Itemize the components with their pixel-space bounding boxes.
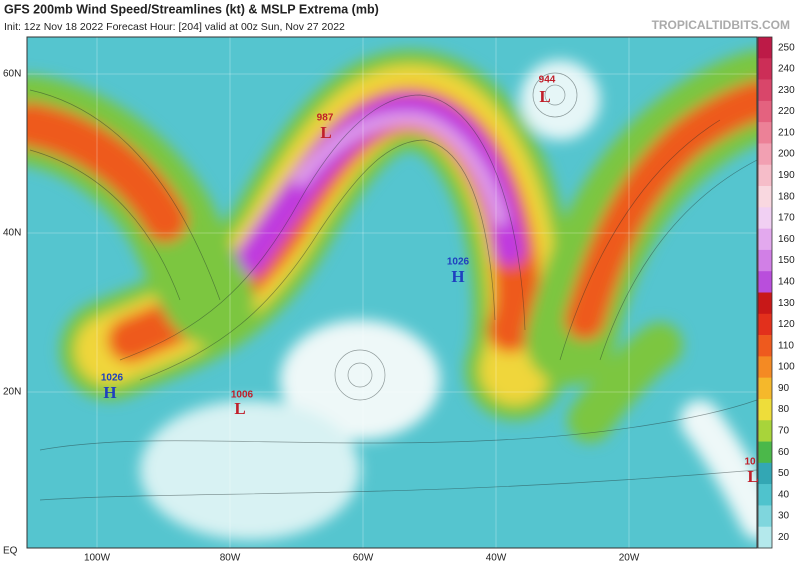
longitude-label: 40W	[486, 553, 507, 564]
graticule	[27, 37, 757, 548]
colorbar-cell	[758, 37, 772, 59]
colorbar-label: 230	[778, 85, 795, 96]
colorbar-cell	[758, 143, 772, 166]
colorbar-label: 50	[778, 468, 790, 479]
map	[27, 37, 757, 548]
title: GFS 200mb Wind Speed/Streamlines (kt) & …	[4, 2, 379, 16]
pressure-value: 1026	[447, 257, 470, 268]
colorbar-cell	[758, 462, 772, 485]
colorbar-label: 160	[778, 234, 795, 245]
latitude-label: EQ	[3, 546, 18, 557]
colorbar-label: 180	[778, 191, 795, 202]
colorbar-cell	[758, 526, 772, 549]
colorbar-label: 220	[778, 106, 795, 117]
colorbar-cell	[758, 79, 772, 102]
colorbar-cell	[758, 356, 772, 378]
pressure-letter: L	[747, 467, 758, 486]
colorbar-cell	[758, 249, 772, 272]
colorbar-cell	[758, 484, 772, 506]
longitude-label: 60W	[353, 553, 374, 564]
colorbar-cell	[758, 58, 772, 80]
colorbar-label: 70	[778, 426, 790, 437]
colorbar-label: 170	[778, 213, 795, 224]
pressure-letter: H	[451, 267, 464, 286]
init-line: Init: 12z Nov 18 2022 Forecast Hour: [20…	[4, 21, 345, 33]
colorbar-label: 60	[778, 447, 790, 458]
latitude-label: 40N	[3, 228, 21, 239]
latitude-label: 60N	[3, 69, 21, 80]
colorbar-cell	[758, 292, 772, 315]
colorbar-cell	[758, 398, 772, 421]
wind-field	[27, 49, 757, 540]
pressure-value: 10	[744, 457, 756, 468]
colorbar-cell	[758, 186, 772, 208]
colorbar-cell	[758, 377, 772, 400]
pressure-value: 1026	[101, 373, 124, 384]
pressure-letter: L	[539, 87, 550, 106]
colorbar-cell	[758, 441, 772, 464]
colorbar-label: 240	[778, 64, 795, 75]
colorbar-cell	[758, 420, 772, 442]
colorbar-label: 40	[778, 489, 790, 500]
colorbar-frame	[757, 36, 773, 549]
colorbar-label: 200	[778, 149, 795, 160]
pressure-value: 987	[317, 113, 334, 124]
longitude-label: 100W	[84, 553, 111, 564]
colorbar-cell	[758, 271, 772, 293]
colorbar-label: 90	[778, 383, 790, 394]
longitude-label: 20W	[619, 553, 640, 564]
pressure-letter: L	[234, 399, 245, 418]
colorbar-label: 150	[778, 255, 795, 266]
colorbar-label: 130	[778, 298, 795, 309]
colorbar-label: 80	[778, 404, 790, 415]
overlay: 60N 40N 20N EQ 100W 80W 60W 40W 20W 250 240 230 220 2…	[3, 36, 795, 564]
colorbar-cell	[758, 335, 772, 357]
colorbar-cell	[758, 122, 772, 144]
colorbar-cell	[758, 100, 772, 123]
colorbar-label: 30	[778, 511, 790, 522]
colorbar-label: 190	[778, 170, 795, 181]
map-frame	[26, 36, 758, 549]
colorbar-cell	[758, 313, 772, 336]
colorbar-label: 110	[778, 340, 794, 351]
colorbar-label: 210	[778, 127, 795, 138]
site-credit: TROPICALTIDBITS.COM	[652, 18, 790, 32]
pressure-value: 1006	[231, 390, 254, 401]
colorbar-label: 140	[778, 276, 795, 287]
pressure-value: 944	[539, 75, 556, 86]
longitude-label: 80W	[220, 553, 241, 564]
pressure-letter: L	[320, 123, 331, 142]
latitude-label: 20N	[3, 387, 21, 398]
streamlines	[29, 72, 757, 501]
colorbar-cell	[758, 228, 772, 251]
colorbar-label: 250	[778, 42, 795, 53]
colorbar-cell	[758, 505, 772, 528]
colorbar-label: 20	[778, 532, 790, 543]
colorbar-label: 120	[778, 319, 795, 330]
colorbar-cell	[758, 207, 772, 229]
colorbar-label: 100	[778, 362, 795, 373]
pressure-letter: H	[103, 383, 116, 402]
colorbar-cell	[758, 164, 772, 187]
